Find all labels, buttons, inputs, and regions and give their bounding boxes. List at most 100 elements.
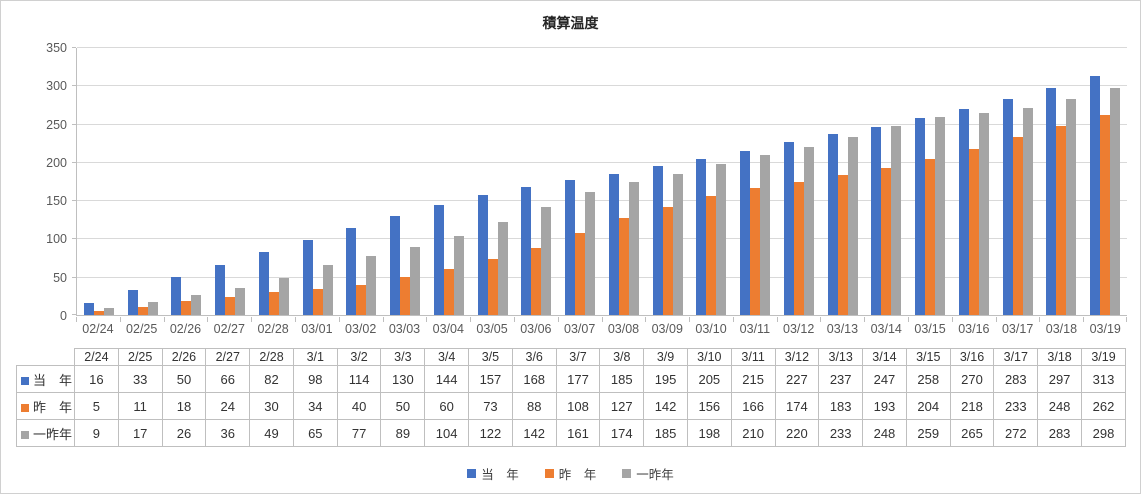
bar-当年-02/24[interactable] [83,302,94,315]
bar-昨年-02/28[interactable] [268,292,279,315]
table-column-header: 3/12 [774,348,820,366]
table-cell: 114 [336,365,382,393]
bar-昨年-03/18[interactable] [1056,125,1067,315]
table-cell: 174 [599,419,645,447]
bar-当年-03/11[interactable] [740,151,751,315]
bar-一昨年-03/14[interactable] [891,125,902,315]
legend-item[interactable]: 昨 年 [544,464,596,483]
bar-一昨年-03/12[interactable] [803,147,814,315]
bar-当年-03/07[interactable] [565,179,576,315]
bar-昨年-03/13[interactable] [837,175,848,315]
bar-group-03/02 [340,48,384,315]
table-cell: 185 [599,365,645,393]
bar-一昨年-03/18[interactable] [1066,99,1077,315]
bar-一昨年-03/03[interactable] [410,247,421,315]
table-cell: 157 [468,365,513,393]
bar-昨年-03/06[interactable] [531,247,542,315]
x-tick-label: 03/01 [301,322,333,336]
bar-一昨年-02/24[interactable] [103,308,114,315]
bar-当年-03/13[interactable] [827,134,838,315]
bar-当年-03/06[interactable] [521,186,532,315]
bar-一昨年-03/13[interactable] [847,137,858,315]
bar-当年-02/26[interactable] [171,276,182,315]
bar-一昨年-02/25[interactable] [147,302,158,315]
x-tick-label: 03/13 [826,322,859,336]
bar-一昨年-03/10[interactable] [716,163,727,315]
bar-当年-02/25[interactable] [127,289,138,315]
bar-当年-02/27[interactable] [215,264,226,315]
bar-当年-03/01[interactable] [302,240,313,315]
bar-当年-03/08[interactable] [608,173,619,315]
bar-昨年-03/08[interactable] [618,218,629,315]
bar-昨年-03/09[interactable] [662,206,673,315]
table-column-header: 3/2 [336,348,382,366]
bar-group-02/26 [165,48,209,315]
x-tick-label: 03/09 [651,322,683,336]
bar-一昨年-02/27[interactable] [235,287,246,315]
bar-昨年-03/11[interactable] [750,188,761,315]
table-row: 当 年 16 33 50 66 82 98 114 130 144 157 168 177 185 195 2… [16,365,1127,393]
bar-当年-03/17[interactable] [1002,99,1013,315]
bar-昨年-03/03[interactable] [400,276,411,315]
bar-一昨年-03/02[interactable] [366,256,377,315]
bar-昨年-03/10[interactable] [706,196,717,315]
table-cell: 17 [117,419,163,447]
bar-当年-03/14[interactable] [871,126,882,315]
bar-昨年-02/27[interactable] [225,296,236,315]
table-cell: 198 [686,419,732,447]
bar-一昨年-03/01[interactable] [322,265,333,315]
legend-item[interactable]: 一昨年 [622,464,674,483]
bar-当年-03/04[interactable] [433,205,444,315]
bar-当年-03/09[interactable] [652,166,663,315]
bar-昨年-02/26[interactable] [181,301,192,315]
table-cell: 210 [730,419,776,447]
bar-一昨年-03/06[interactable] [541,206,552,315]
table-cell: 65 [292,419,338,447]
bar-昨年-03/12[interactable] [793,182,804,315]
bar-当年-02/28[interactable] [258,252,269,315]
bar-一昨年-03/08[interactable] [628,182,639,315]
bar-series-area [77,48,1127,315]
bar-昨年-03/19[interactable] [1100,115,1111,315]
bar-一昨年-03/11[interactable] [760,154,771,315]
bar-昨年-03/01[interactable] [312,289,323,315]
bar-当年-03/03[interactable] [390,215,401,315]
bar-当年-03/15[interactable] [915,118,926,315]
y-tick-mark [72,47,76,48]
bar-当年-03/19[interactable] [1090,76,1101,315]
x-tick-label: 03/12 [783,322,815,336]
bar-昨年-02/24[interactable] [93,311,104,315]
bar-昨年-03/05[interactable] [487,259,498,315]
bar-一昨年-03/17[interactable] [1022,107,1033,315]
x-tick-mark [426,317,428,322]
bar-一昨年-02/26[interactable] [191,295,202,315]
table-cell: 177 [555,365,601,393]
legend-item[interactable]: 当 年 [467,464,519,483]
bar-当年-03/18[interactable] [1046,88,1057,315]
bar-当年-03/10[interactable] [696,158,707,315]
bar-昨年-03/07[interactable] [575,232,586,315]
y-tick-mark [72,85,76,87]
bar-昨年-03/17[interactable] [1012,137,1023,315]
bar-一昨年-03/05[interactable] [497,221,508,315]
bar-一昨年-03/09[interactable] [672,173,683,315]
bar-一昨年-03/16[interactable] [978,112,989,315]
bar-当年-03/16[interactable] [958,109,969,315]
bar-当年-03/02[interactable] [346,228,357,315]
plot-area[interactable] [72,47,1127,316]
bar-昨年-03/02[interactable] [356,284,367,315]
bar-一昨年-03/19[interactable] [1110,87,1121,315]
bar-一昨年-03/15[interactable] [935,117,946,315]
bar-昨年-03/04[interactable] [443,269,454,315]
bar-昨年-03/16[interactable] [968,148,979,315]
bar-昨年-03/15[interactable] [925,159,936,315]
bar-一昨年-02/28[interactable] [278,277,289,315]
bar-一昨年-03/07[interactable] [585,192,596,315]
bar-昨年-03/14[interactable] [881,167,892,315]
data-table[interactable]: 2/24 2/25 2/26 2/27 2/28 3/1 3/2 3/3 3/4 3/5 3/6 3/… [16,348,1127,447]
bar-一昨年-03/04[interactable] [453,235,464,315]
x-tick-label: 03/14 [870,322,902,336]
bar-当年-03/12[interactable] [783,141,794,315]
bar-当年-03/05[interactable] [477,195,488,315]
bar-昨年-02/25[interactable] [137,306,148,315]
